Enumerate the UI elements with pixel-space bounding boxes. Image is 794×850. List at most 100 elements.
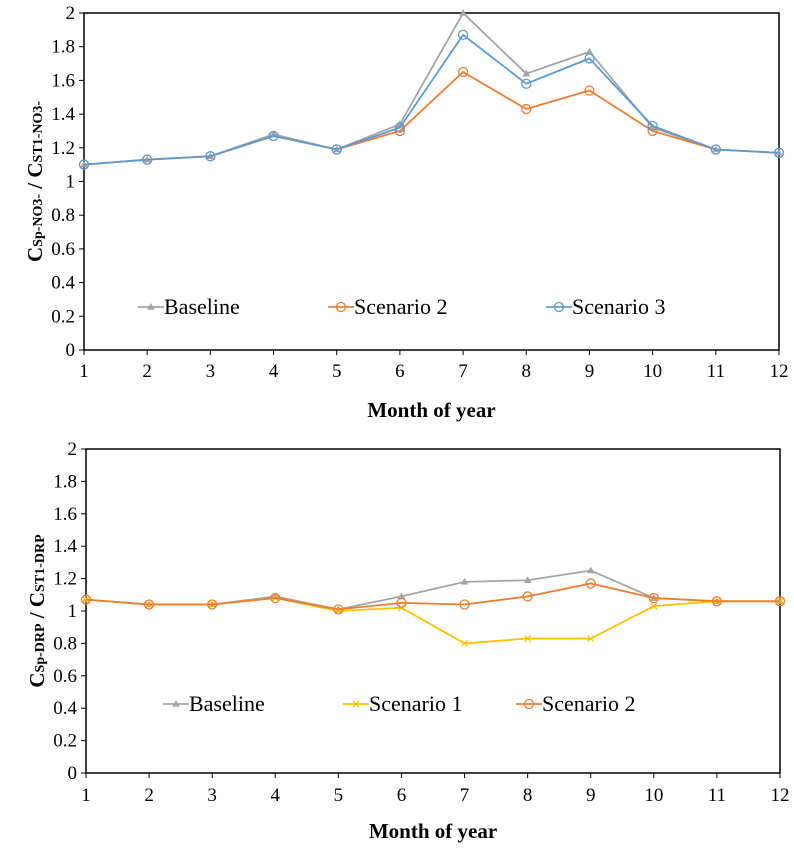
legend-label: Scenario 2	[542, 691, 635, 716]
data-point	[394, 122, 406, 133]
data-point	[172, 700, 180, 707]
x-tick-label: 6	[397, 785, 407, 806]
x-tick-label: 9	[585, 361, 595, 382]
series-scenario-1	[82, 594, 784, 647]
x-tick-label: 8	[522, 361, 532, 382]
x-tick-label: 7	[460, 785, 470, 806]
x-tick-label: 2	[144, 785, 154, 806]
series-line	[83, 33, 780, 166]
y-tick-label: 0.2	[53, 731, 77, 752]
legend-label: Baseline	[189, 691, 265, 716]
x-tick-label: 12	[771, 785, 790, 806]
data-point	[521, 103, 532, 115]
chart-1: 00.20.40.60.811.21.41.61.821 2 3 4 5 6 7 8 9 10 11…	[23, 3, 789, 422]
data-point	[460, 577, 469, 585]
legend-item: Scenario 1	[343, 691, 462, 716]
data-point	[459, 599, 470, 610]
y-axis-label: CSp-DRP / CST1-DRP	[25, 534, 49, 688]
data-point	[142, 154, 153, 165]
data-point	[335, 301, 347, 313]
data-point	[268, 130, 279, 142]
x-axis-label: Month of year	[367, 398, 495, 422]
data-point	[710, 144, 721, 155]
x-tick-label: 5	[332, 361, 342, 382]
data-point	[78, 159, 90, 170]
x-axis-label: Month of year	[369, 819, 497, 843]
legend-item: Scenario 2	[328, 294, 447, 319]
y-tick-label: 0.4	[53, 698, 77, 719]
x-tick-label: 4	[269, 361, 279, 382]
data-point	[648, 592, 659, 604]
data-point	[711, 596, 723, 607]
y-tick-label: 1.2	[51, 138, 75, 159]
series-line	[83, 70, 780, 166]
data-point	[585, 578, 596, 589]
series-line	[85, 582, 780, 611]
x-tick-label: 10	[643, 361, 662, 382]
y-tick-label: 2	[66, 3, 76, 24]
data-point	[522, 591, 533, 602]
data-point	[587, 635, 595, 642]
y-tick-label: 1.6	[53, 504, 77, 525]
x-tick-label: 9	[586, 785, 596, 806]
x-tick-label: 2	[142, 361, 152, 382]
data-point	[143, 599, 155, 610]
legend-label: Scenario 1	[369, 691, 462, 716]
data-point	[523, 698, 535, 710]
data-point	[521, 78, 532, 89]
y-tick-label: 0.4	[51, 273, 75, 294]
data-point	[331, 144, 342, 155]
x-tick-label: 5	[334, 785, 344, 806]
legend-item: Baseline	[138, 294, 240, 319]
y-tick-label: 1.8	[53, 471, 77, 492]
data-point	[396, 597, 407, 609]
data-point	[333, 604, 344, 615]
data-point	[524, 635, 532, 642]
data-point	[553, 301, 565, 313]
x-tick-label: 6	[395, 361, 405, 382]
series-line	[83, 11, 780, 166]
y-tick-label: 1	[66, 172, 76, 193]
data-point	[650, 602, 658, 610]
data-point	[647, 120, 658, 132]
data-point	[461, 639, 469, 647]
y-tick-label: 2	[68, 439, 78, 460]
legend-item: Scenario 2	[516, 691, 635, 716]
legend-label: Scenario 2	[354, 294, 447, 319]
y-tick-label: 0.2	[51, 306, 75, 327]
data-point	[773, 147, 785, 159]
data-point	[457, 29, 469, 41]
y-tick-label: 1.2	[53, 569, 77, 590]
data-point	[522, 69, 531, 77]
data-point	[523, 576, 532, 583]
legend-item: Baseline	[163, 691, 265, 716]
x-tick-label: 3	[206, 361, 216, 382]
legend-label: Scenario 3	[572, 294, 665, 319]
y-tick-label: 0.6	[51, 239, 75, 260]
x-tick-label: 1	[79, 361, 89, 382]
data-point	[147, 303, 155, 310]
x-tick-label: 11	[708, 785, 726, 806]
y-tick-label: 0	[68, 763, 78, 784]
data-point	[459, 9, 468, 16]
y-tick-label: 0.8	[51, 205, 75, 226]
data-point	[207, 599, 218, 610]
x-tick-label: 7	[458, 361, 468, 382]
legend: Baseline Scenario 2 Scenario 3	[138, 294, 665, 319]
data-point	[584, 85, 595, 96]
y-tick-label: 0	[66, 340, 76, 361]
x-tick-label: 8	[523, 785, 533, 806]
plot-area-frame	[85, 448, 781, 774]
legend-item: Scenario 3	[546, 294, 665, 319]
y-tick-label: 1.4	[53, 536, 77, 557]
chart-2: 00.20.40.60.811.21.41.61.821 2 3 4 5 6 7 8 9 10 11…	[25, 439, 790, 843]
data-point	[457, 66, 469, 78]
legend-label: Baseline	[164, 294, 240, 319]
y-tick-label: 0.6	[53, 666, 77, 687]
y-axis-label: CSp-NO3- / CST1-NO3-	[23, 101, 47, 262]
series-scenario-2	[80, 578, 786, 615]
data-point	[205, 151, 216, 162]
legend: Baseline Scenario 1 Scenario 2	[163, 691, 635, 716]
y-tick-label: 1.8	[51, 37, 75, 58]
